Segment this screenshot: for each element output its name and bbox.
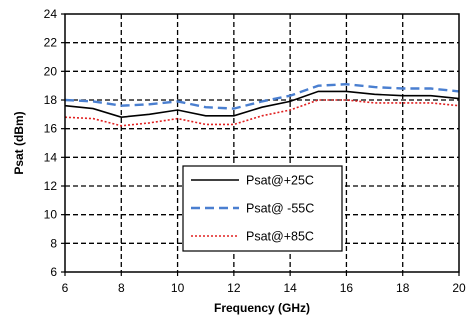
y-tick-label: 16 (44, 122, 58, 136)
y-tick-label: 18 (44, 93, 58, 107)
y-tick-label: 22 (44, 36, 58, 50)
x-tick-label: 14 (283, 281, 297, 295)
y-tick-label: 12 (44, 179, 58, 193)
series-line-2 (64, 99, 460, 127)
y-tick-label: 10 (44, 208, 58, 222)
y-tick-label: 8 (50, 236, 57, 250)
legend-label: Psat@+85C (246, 230, 314, 244)
legend-label: Psat@+25C (246, 174, 314, 188)
series-line-0 (64, 90, 460, 119)
x-tick-label: 16 (340, 281, 354, 295)
ticks: 6 8 10 12 14 16 18 20 6 8 10 12 14 16 18 20 22 24 (44, 7, 466, 295)
plot-frame (64, 13, 460, 273)
y-tick-label: 20 (44, 64, 58, 78)
x-tick-label: 6 (62, 281, 69, 295)
y-tick-label: 6 (50, 265, 57, 279)
x-tick-label: 20 (452, 281, 466, 295)
x-tick-label: 8 (118, 281, 125, 295)
y-axis-label: Psat (dBm) (12, 111, 26, 174)
x-tick-label: 18 (396, 281, 410, 295)
series-line-1 (64, 82, 460, 110)
y-tick-label: 14 (44, 150, 58, 164)
x-tick-label: 10 (171, 281, 185, 295)
y-tick-label: 24 (44, 7, 58, 21)
series-lines (64, 82, 460, 127)
x-axis-label: Frequency (GHz) (214, 301, 310, 315)
x-tick-label: 12 (227, 281, 241, 295)
legend: Psat@+25C Psat@ -55C Psat@+85C (182, 165, 343, 252)
legend-label: Psat@ -55C (246, 202, 314, 216)
